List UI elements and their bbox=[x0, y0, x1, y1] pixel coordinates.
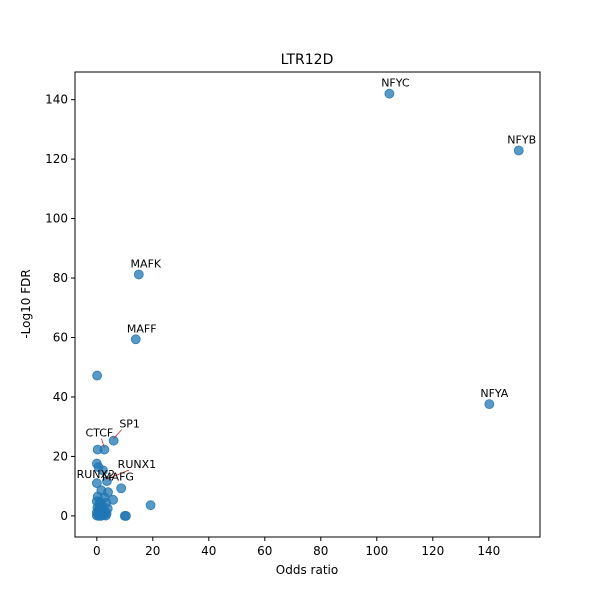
annotation-label: NFYC bbox=[381, 77, 410, 90]
scatter-point bbox=[130, 334, 141, 345]
y-tick-label: 40 bbox=[53, 390, 68, 404]
annotation-label: RUNX1 bbox=[118, 458, 156, 471]
annotation-leader bbox=[106, 469, 130, 480]
y-tick-label: 80 bbox=[53, 271, 68, 285]
x-tick-label: 140 bbox=[477, 544, 500, 558]
annotation-label: SP1 bbox=[119, 418, 140, 431]
annotation-label: MAFG bbox=[102, 470, 134, 483]
scatter-point bbox=[98, 465, 108, 476]
x-tick-label: 0 bbox=[93, 544, 101, 558]
scatter-point bbox=[116, 483, 127, 494]
chart-title: LTR12D bbox=[281, 52, 334, 68]
x-tick-label: 80 bbox=[313, 544, 328, 558]
x-tick-label: 20 bbox=[145, 544, 160, 558]
scatter-point bbox=[93, 510, 104, 521]
annotation-leader bbox=[113, 429, 122, 439]
y-tick-label: 0 bbox=[60, 509, 68, 523]
annotation-label: MAFK bbox=[131, 257, 162, 270]
points-layer bbox=[91, 88, 524, 521]
annotation-label: RUNX2 bbox=[77, 468, 115, 481]
scatter-point bbox=[145, 500, 156, 511]
annotation-label: NFYA bbox=[480, 387, 508, 400]
scatter-point bbox=[91, 478, 102, 489]
y-axis-title: -Log10 FDR bbox=[19, 269, 33, 338]
y-tick-label: 20 bbox=[53, 449, 68, 463]
y-tick-label: 100 bbox=[45, 212, 68, 226]
annotation-label: NFYB bbox=[507, 133, 536, 146]
x-tick-label: 100 bbox=[365, 544, 388, 558]
x-tick-label: 60 bbox=[257, 544, 272, 558]
annotation-label: MAFF bbox=[127, 322, 157, 335]
scatter-point bbox=[384, 88, 395, 99]
scatter-point bbox=[108, 435, 119, 446]
scatter-point bbox=[133, 269, 144, 280]
plot-frame bbox=[74, 71, 541, 538]
scatter-point bbox=[484, 399, 495, 410]
scatter-point bbox=[121, 510, 131, 521]
annotation-label: CTCF bbox=[86, 427, 114, 440]
x-axis-title: Odds ratio bbox=[276, 563, 338, 577]
y-tick-label: 120 bbox=[45, 152, 68, 166]
y-axis: 0 20 40 60 80 100 120 140 bbox=[45, 93, 75, 523]
scatter-point bbox=[102, 476, 112, 487]
x-axis: 0 20 40 60 80 100 120 140 bbox=[93, 537, 500, 558]
annotation-layer: NFYC NFYB MAFK MAFF NFYA SP1 CTCF RUNX1RUNX2MAF… bbox=[77, 77, 537, 484]
annotation-leader bbox=[101, 438, 105, 448]
x-tick-label: 120 bbox=[421, 544, 444, 558]
scatter-point bbox=[99, 444, 110, 455]
y-tick-label: 140 bbox=[45, 93, 68, 107]
scatter-point bbox=[92, 370, 103, 381]
scatter-point bbox=[513, 145, 524, 156]
x-tick-label: 40 bbox=[201, 544, 216, 558]
y-tick-label: 60 bbox=[53, 331, 68, 345]
